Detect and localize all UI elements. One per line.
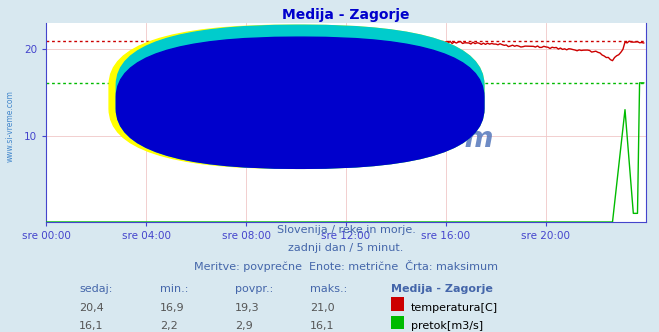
Text: 20,4: 20,4: [79, 303, 104, 313]
Text: Meritve: povprečne  Enote: metrične  Črta: maksimum: Meritve: povprečne Enote: metrične Črta:…: [194, 260, 498, 272]
Text: sedaj:: sedaj:: [79, 284, 113, 294]
FancyBboxPatch shape: [116, 25, 484, 168]
Text: min.:: min.:: [160, 284, 188, 294]
Text: Slovenija / reke in morje.: Slovenija / reke in morje.: [277, 225, 415, 235]
FancyBboxPatch shape: [109, 25, 484, 168]
Text: maks.:: maks.:: [310, 284, 347, 294]
Text: zadnji dan / 5 minut.: zadnji dan / 5 minut.: [288, 243, 404, 253]
Text: 16,1: 16,1: [79, 321, 103, 331]
Title: Medija - Zagorje: Medija - Zagorje: [282, 8, 410, 22]
Bar: [391, 297, 404, 311]
Text: 21,0: 21,0: [310, 303, 335, 313]
Text: www.si-vreme.com: www.si-vreme.com: [198, 124, 494, 152]
Text: 2,9: 2,9: [235, 321, 253, 331]
Text: pretok[m3/s]: pretok[m3/s]: [411, 321, 483, 331]
Text: temperatura[C]: temperatura[C]: [411, 303, 498, 313]
Text: 16,9: 16,9: [160, 303, 185, 313]
Text: Medija - Zagorje: Medija - Zagorje: [391, 284, 493, 294]
Text: povpr.:: povpr.:: [235, 284, 273, 294]
FancyBboxPatch shape: [116, 37, 484, 168]
Text: 16,1: 16,1: [310, 321, 335, 331]
Text: 19,3: 19,3: [235, 303, 260, 313]
Text: www.si-vreme.com: www.si-vreme.com: [6, 90, 15, 162]
Bar: [391, 316, 404, 329]
Text: 2,2: 2,2: [160, 321, 178, 331]
